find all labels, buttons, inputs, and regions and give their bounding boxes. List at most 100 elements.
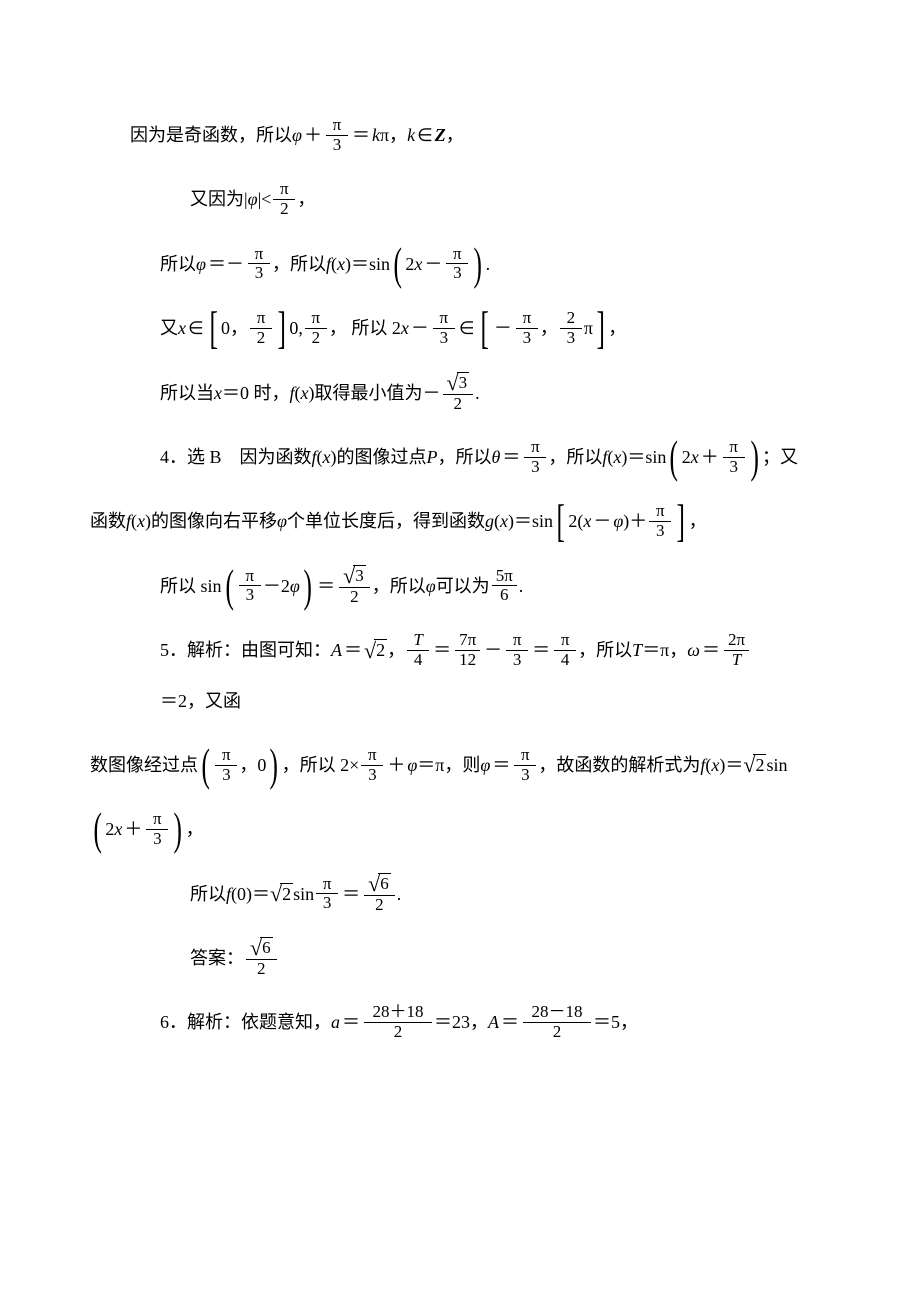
text: ，所以 2×	[282, 740, 360, 790]
eq: ＝	[530, 625, 552, 675]
frac-sqrt6-2: √6 2	[246, 937, 277, 979]
var-x: x	[137, 496, 145, 546]
text: 所以	[160, 239, 196, 289]
text: ，所以	[438, 432, 492, 482]
frac-diff: 28－18 2	[523, 1003, 591, 1041]
eq: ＝	[340, 869, 362, 919]
eq: ＝	[350, 110, 372, 160]
q4-line2: 函数 f ( x )的图像向右平移 φ 个单位长度后，得到函数 g ( x )＝…	[90, 496, 830, 546]
comma: ，	[608, 303, 626, 353]
text: 所以当	[160, 368, 214, 418]
var-T: T	[632, 625, 642, 675]
pi: π	[584, 303, 593, 353]
text: )的图像过点	[331, 432, 427, 482]
var-phi: φ	[613, 496, 623, 546]
q4-line3: 所以 sin ( π 3 －2 φ ) ＝ √3 2 ，所以 φ 可	[160, 561, 830, 611]
eq: ＝	[499, 997, 521, 1047]
text: ；又	[762, 432, 798, 482]
text: 所以 sin	[160, 561, 222, 611]
var-x: x	[214, 368, 222, 418]
text: 0，	[221, 303, 248, 353]
text: 4．选 B 因为函数	[160, 432, 312, 482]
lbracket-icon: [	[556, 503, 564, 540]
frac-pi-4: π 4	[554, 631, 576, 669]
text: 答案：	[190, 933, 244, 983]
frac-pi-3: π 3	[146, 810, 168, 848]
var-phi: φ	[407, 740, 417, 790]
text: 可以为	[436, 561, 490, 611]
sqrt-icon: √3	[447, 372, 470, 394]
var-A: A	[331, 625, 342, 675]
frac-pi-3: π 3	[516, 309, 538, 347]
lparen-icon: (	[201, 747, 209, 784]
paren-group: ( π 3 －2 φ )	[222, 561, 316, 611]
interval-1: [ 0， π 2 ]	[206, 303, 290, 353]
eq: ＝	[431, 625, 453, 675]
eq: ＝	[342, 625, 364, 675]
plus: ＋	[699, 432, 721, 482]
var-phi: φ	[480, 740, 490, 790]
text: 0,	[289, 303, 303, 353]
frac-sum: 28＋18 2	[364, 1003, 432, 1041]
minus: －	[591, 496, 613, 546]
var-phi: φ	[248, 174, 258, 224]
rparen-icon: )	[474, 246, 482, 283]
q5-answer: 答案： √6 2	[190, 933, 830, 983]
in: ∈	[415, 110, 435, 160]
var-x: x	[414, 239, 422, 289]
line-phi-value: 所以 φ ＝－ π 3 ，所以 f ( x )＝sin ( 2 x － π 3 …	[160, 239, 830, 289]
line-abs-phi: 又因为| φ |< π 2 ，	[190, 174, 830, 224]
text: 又因为|	[190, 174, 248, 224]
text: ＝5，	[593, 997, 638, 1047]
text: ， 所以 2	[329, 303, 401, 353]
var-phi: φ	[426, 561, 436, 611]
period: .	[486, 239, 491, 289]
frac-pi-3: π 3	[723, 438, 745, 476]
sqrt-icon: √2	[743, 754, 766, 777]
text: )＝sin	[345, 239, 390, 289]
paren-group: ( 2 x ＋ π 3 )	[666, 432, 762, 482]
period: .	[519, 561, 524, 611]
frac-pi-3: π 3	[649, 502, 671, 540]
frac-sqrt6-2: √6 2	[364, 873, 395, 915]
var-A: A	[488, 997, 499, 1047]
eq: ＝	[700, 625, 722, 675]
line-x-domain: 又 x ∈ [ 0， π 2 ] 0, π 2 ， 所以 2 x － π 3 ∈	[160, 303, 830, 353]
plus: ＋	[385, 740, 407, 790]
text: ，所以	[578, 625, 632, 675]
text: 2	[105, 804, 114, 854]
text: 函数	[90, 496, 126, 546]
sqrt-icon: √6	[368, 873, 391, 895]
lparen-icon: (	[670, 439, 678, 476]
period: .	[397, 869, 402, 919]
text: 6．解析：依题意知，	[160, 997, 331, 1047]
text: 2	[405, 239, 414, 289]
q5-line4: 所以 f (0)＝ √2 sin π 3 ＝ √6 2 .	[190, 869, 830, 919]
frac-pi-2: π 2	[273, 180, 295, 218]
text: 个单位长度后，得到函数	[287, 496, 485, 546]
frac-pi-2: π 2	[250, 309, 272, 347]
var-x: x	[178, 303, 186, 353]
sqrt-icon: √2	[270, 883, 293, 906]
plus: ＋	[122, 804, 144, 854]
rbracket-icon: ]	[677, 503, 685, 540]
text: )＝sin	[621, 432, 666, 482]
frac-2pi-T: 2π T	[724, 631, 749, 669]
var-x: x	[500, 496, 508, 546]
frac-T-4: T 4	[407, 631, 429, 669]
text: )取得最小值为－	[309, 368, 441, 418]
in: ∈	[186, 303, 206, 353]
text: (0)＝	[231, 869, 270, 919]
text: ，所以	[272, 239, 326, 289]
rparen-icon: )	[750, 439, 758, 476]
paren-point: ( π 3 ，0 )	[198, 740, 282, 790]
var-omega: ω	[687, 625, 700, 675]
text: ，故函数的解析式为	[538, 740, 700, 790]
rbracket-icon: ]	[596, 310, 604, 347]
eq: ＝	[500, 432, 522, 482]
var-x: x	[337, 239, 345, 289]
lparen-icon: (	[225, 568, 233, 605]
sep: ，	[387, 625, 405, 675]
rparen-icon: )	[174, 811, 182, 848]
sin: sin	[766, 740, 787, 790]
